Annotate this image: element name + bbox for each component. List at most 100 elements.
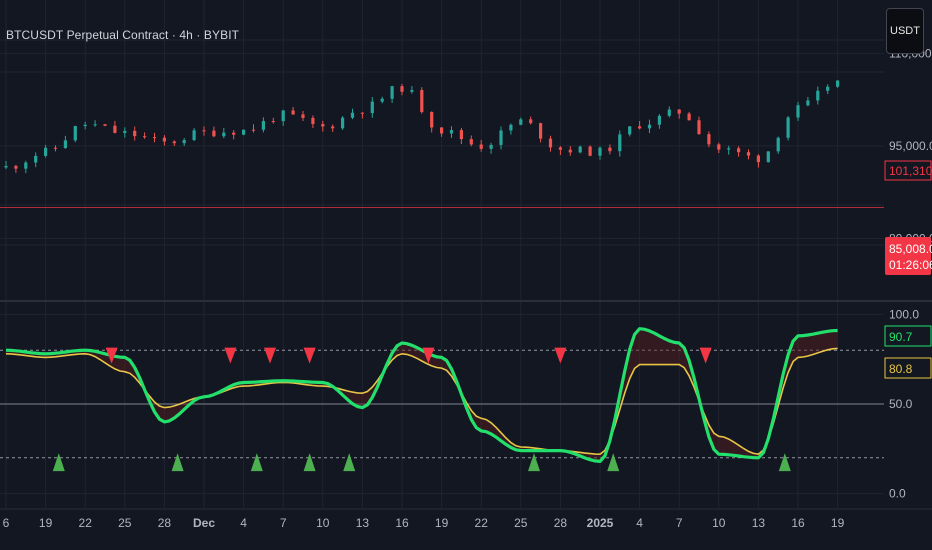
candle-body	[459, 130, 463, 140]
candle-body	[598, 147, 602, 156]
candle-body	[113, 125, 117, 133]
candle-body	[568, 149, 572, 153]
candle-body	[548, 138, 553, 148]
candle-body	[242, 129, 246, 135]
candle-body	[251, 129, 256, 131]
candle-body	[271, 121, 275, 123]
candle-body	[172, 141, 176, 144]
candle-body	[44, 147, 48, 156]
candles-group	[4, 80, 840, 174]
time-tick-label: Dec	[193, 516, 215, 530]
candle-body	[657, 115, 661, 125]
candle-body	[558, 147, 562, 150]
candle-body	[618, 134, 622, 152]
buy-signal-icon	[303, 453, 316, 472]
time-tick-label: 4	[636, 516, 643, 530]
candle-body	[162, 137, 166, 142]
buy-signal-icon	[607, 453, 620, 472]
time-tick-label: 19	[435, 516, 449, 530]
time-tick-label: 10	[316, 516, 330, 530]
candle-body	[93, 124, 97, 126]
time-tick-label: 25	[514, 516, 528, 530]
cloud-fill	[6, 328, 838, 462]
slow-value-text: 80.8	[889, 362, 913, 376]
candle-body	[390, 86, 394, 99]
candle-body	[281, 110, 285, 122]
sell-signal-icon	[264, 347, 276, 364]
countdown-text: 01:26:06	[889, 258, 932, 272]
buy-signal-icon	[171, 453, 184, 472]
candle-body	[489, 144, 493, 149]
candle-body	[449, 130, 454, 134]
time-tick-label: 16	[791, 516, 805, 530]
fast-line	[5, 327, 838, 463]
time-tick-label: 19	[831, 516, 845, 530]
candle-body	[826, 86, 830, 91]
candle-body	[133, 130, 137, 137]
candle-body	[667, 109, 671, 116]
buy-signal-icon	[52, 453, 65, 472]
sell-signal-icon	[105, 347, 118, 364]
candle-body	[83, 124, 87, 126]
buy-signal-icon	[528, 453, 540, 472]
slow-value-tag	[884, 357, 932, 379]
candle-body	[360, 112, 364, 114]
candle-body	[816, 90, 820, 101]
candle-body	[261, 121, 265, 130]
sell-signal-icon	[699, 347, 712, 364]
candle-body	[756, 155, 760, 163]
oscillator-tick-label: 100.0	[889, 307, 919, 321]
marker-price-tag	[884, 160, 932, 181]
candle-body	[301, 114, 305, 118]
oscillator-tick-label: 50.0	[889, 397, 913, 411]
time-tick-label: 25	[118, 516, 132, 530]
fast-value-tag	[884, 325, 932, 347]
candle-body	[202, 130, 206, 132]
candle-body	[737, 148, 741, 153]
candle-body	[14, 166, 18, 169]
buy-signal-icon	[250, 453, 263, 472]
candle-body	[420, 90, 424, 113]
candle-body	[123, 130, 127, 133]
candle-body	[509, 124, 513, 131]
candle-body	[370, 101, 374, 114]
candle-body	[687, 113, 691, 121]
candle-body	[529, 119, 533, 124]
candle-body	[578, 146, 582, 153]
candle-body	[24, 162, 28, 169]
time-tick-label: 2025	[587, 516, 614, 530]
candle-body	[647, 124, 652, 129]
time-tick-label: 7	[280, 516, 287, 530]
candle-body	[746, 152, 751, 156]
time-tick-label: 28	[554, 516, 568, 530]
time-tick-label: 22	[79, 516, 93, 530]
time-tick-label: 6	[3, 516, 10, 530]
candle-body	[400, 86, 404, 92]
candle-body	[707, 134, 711, 145]
last-price-text: 85,008.0	[889, 242, 932, 256]
candle-body	[212, 130, 216, 137]
candle-body	[499, 130, 503, 145]
time-tick-label: 13	[752, 516, 766, 530]
buy-signal-icon	[343, 453, 356, 472]
candle-body	[152, 137, 157, 139]
candle-body	[311, 117, 315, 124]
candle-body	[766, 151, 770, 163]
candle-body	[53, 147, 58, 149]
candle-body	[717, 144, 721, 150]
currency-button[interactable]: USDT	[886, 8, 924, 54]
candle-body	[806, 100, 810, 106]
candle-body	[222, 132, 226, 137]
candle-body	[321, 123, 325, 127]
candle-body	[628, 126, 632, 135]
time-tick-label: 22	[475, 516, 489, 530]
candle-body	[4, 166, 8, 168]
candle-body	[479, 144, 483, 149]
candle-body	[727, 148, 731, 150]
sell-signal-icon	[554, 347, 567, 364]
candle-body	[440, 127, 444, 134]
candle-body	[341, 117, 345, 129]
symbol-title: BTCUSDT Perpetual Contract · 4h · BYBIT	[6, 28, 240, 42]
